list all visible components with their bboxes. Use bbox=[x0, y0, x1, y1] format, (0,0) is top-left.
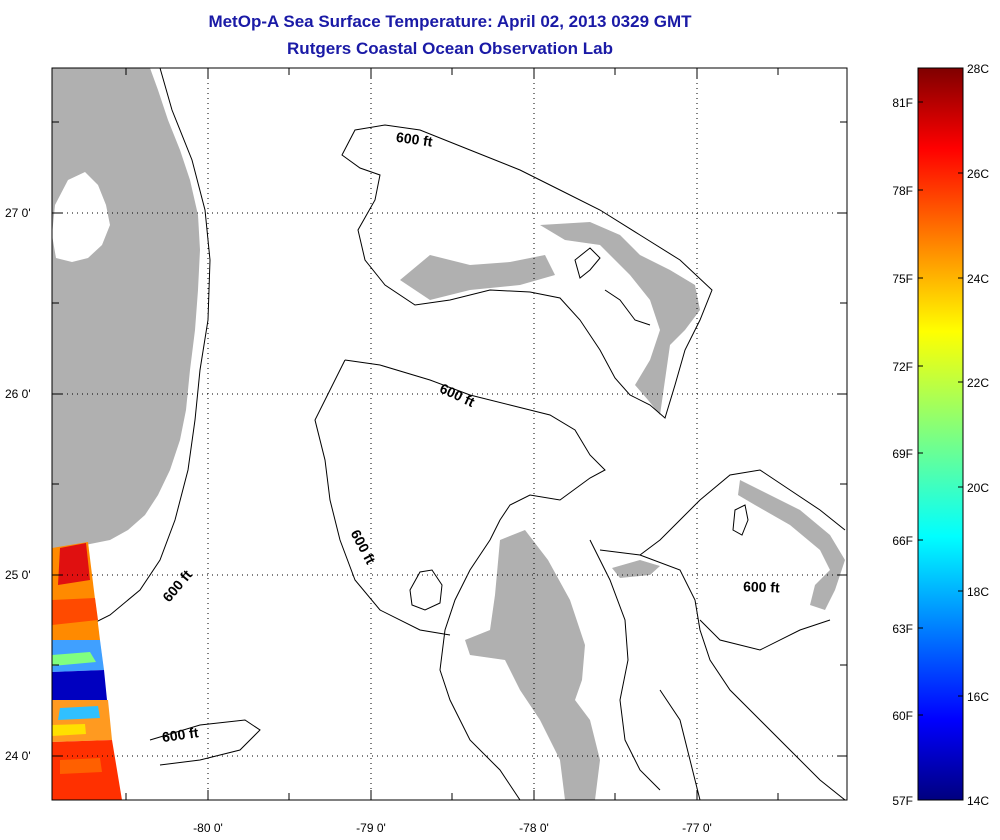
colorbar-celsius-label: 16C bbox=[967, 690, 989, 704]
colorbar-fahrenheit-label: 63F bbox=[892, 622, 913, 636]
y-tick-label: 25 0' bbox=[5, 568, 31, 582]
isobath-label: 600 ft bbox=[743, 578, 780, 595]
colorbar-fahrenheit-label: 81F bbox=[892, 96, 913, 110]
eleuthera-land bbox=[738, 480, 845, 610]
isobath-andros-east bbox=[589, 539, 661, 791]
map-grid bbox=[52, 68, 847, 800]
isobath-great-bahama-bank bbox=[314, 359, 606, 800]
isobath-southern-shelf bbox=[149, 719, 261, 766]
grand-bahama-land bbox=[400, 255, 555, 300]
x-tick-label: -77 0' bbox=[682, 821, 712, 835]
colorbar-celsius-label: 24C bbox=[967, 272, 989, 286]
y-tick-label: 27 0' bbox=[5, 206, 31, 220]
colorbar-fahrenheit-label: 75F bbox=[892, 272, 913, 286]
axis-ticks bbox=[52, 68, 847, 800]
colorbar-fahrenheit-label: 78F bbox=[892, 184, 913, 198]
y-tick-label: 24 0' bbox=[5, 749, 31, 763]
colorbar bbox=[917, 67, 964, 801]
colorbar-celsius-label: 20C bbox=[967, 481, 989, 495]
x-tick-label: -78 0' bbox=[519, 821, 549, 835]
lake-okeechobee bbox=[52, 172, 110, 262]
isobath-little-bahama-bank bbox=[341, 124, 713, 419]
colorbar-fahrenheit-label: 57F bbox=[892, 794, 913, 808]
map-subtitle: Rutgers Coastal Ocean Observation Lab bbox=[287, 39, 613, 58]
colorbar-ticks bbox=[918, 67, 963, 801]
isobath-abaco-inner bbox=[574, 247, 651, 326]
andros-land bbox=[465, 530, 600, 800]
isobath-exuma-sound bbox=[639, 469, 846, 651]
colorbar-celsius-label: 26C bbox=[967, 167, 989, 181]
y-tick-label: 26 0' bbox=[5, 387, 31, 401]
isobath-small-loop bbox=[409, 569, 443, 611]
abaco-land bbox=[540, 222, 700, 415]
colorbar-fahrenheit-label: 69F bbox=[892, 447, 913, 461]
isobath-florida-shelf bbox=[52, 68, 211, 641]
map-frame bbox=[51, 67, 848, 801]
isobath-eleuthera-loop bbox=[732, 504, 749, 536]
isobath-south-andros bbox=[659, 689, 701, 800]
x-tick-label: -80 0' bbox=[193, 821, 223, 835]
colorbar-celsius-label: 22C bbox=[967, 376, 989, 390]
colorbar-fahrenheit-label: 60F bbox=[892, 709, 913, 723]
map-title: MetOp-A Sea Surface Temperature: April 0… bbox=[208, 12, 692, 31]
colorbar-celsius-label: 14C bbox=[967, 794, 989, 808]
colorbar-fahrenheit-label: 66F bbox=[892, 534, 913, 548]
new-providence-land bbox=[612, 560, 660, 578]
sst-swath-pixels bbox=[52, 542, 122, 800]
colorbar-fahrenheit-label: 72F bbox=[892, 360, 913, 374]
colorbar-celsius-label: 18C bbox=[967, 585, 989, 599]
x-tick-label: -79 0' bbox=[356, 821, 386, 835]
isobath-tongue-of-ocean bbox=[599, 549, 846, 800]
isobath-label: 600 ft bbox=[395, 129, 434, 150]
colorbar-celsius-label: 28C bbox=[967, 62, 989, 76]
isobath-label: 600 ft bbox=[161, 724, 200, 745]
